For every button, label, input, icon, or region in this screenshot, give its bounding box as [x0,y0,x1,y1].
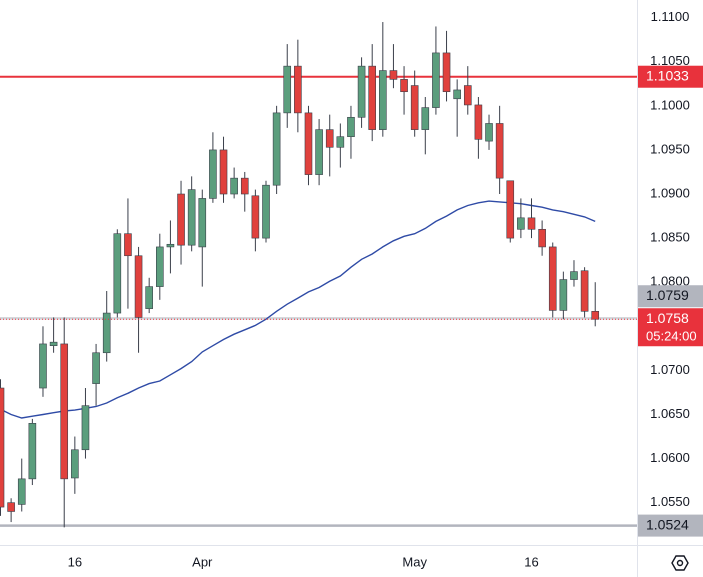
candle-body [548,246,557,311]
candle-body [294,65,302,114]
candle-body [432,52,440,108]
candle-body [124,233,132,257]
moving-average-line [0,200,596,419]
candle-body [495,123,504,179]
candle-body [102,312,111,354]
settings-hexagon[interactable] [671,555,689,571]
candle-body [262,184,270,239]
candle-body [28,423,37,480]
y-tick-label: 1.1100 [651,9,690,24]
candle-body [209,149,217,199]
y-tick-label: 1.0600 [650,450,690,465]
candle-body [463,85,472,106]
candle-body [421,107,430,130]
x-tick-label: 16 [524,554,538,569]
candle-body [156,246,164,287]
candle-body [591,311,600,320]
level-label-box [638,65,703,88]
y-tick-label: 1.0650 [650,406,690,421]
candle-body [134,255,143,318]
candle-body [187,189,196,246]
candle-body [400,79,408,93]
candle-body [442,52,451,93]
x-tick-label: 16 [68,554,82,569]
y-tick-label: 1.0900 [650,185,690,200]
candle-body [410,85,419,130]
candle-body [251,195,260,239]
y-tick-label: 1.0950 [650,141,690,156]
y-tick-label: 1.0550 [650,494,690,509]
level-label: 1.0524 [646,516,689,532]
candle-body [559,279,568,311]
candle-body [39,343,47,389]
candle-body [198,198,207,248]
candle-body [283,65,292,114]
candle-body [7,502,15,512]
candle-body [113,233,122,314]
candle-body [177,193,185,246]
candle-body [230,177,238,195]
candle-body [49,341,58,346]
candle-body [166,243,175,248]
candle-body [17,478,26,505]
candle-body [0,387,5,508]
level-label-box [638,285,703,308]
last-price-box [638,308,703,347]
y-tick-label: 1.0700 [650,362,690,377]
candle-body [304,112,313,175]
level-label-box [638,514,703,537]
settings-dot[interactable] [676,559,684,567]
y-tick-label: 1.1050 [650,53,690,68]
candle-body [145,286,153,309]
candle-body [81,405,90,451]
candle-body [474,104,483,140]
candle-body [570,271,578,280]
y-tick-label: 1.0850 [650,230,690,245]
y-tick-label: 1.0800 [650,274,690,289]
candle-body [485,123,493,142]
settings-icon[interactable] [671,555,689,571]
candle-body [92,352,100,384]
candle-body [315,129,323,175]
candle-body [240,177,249,195]
candle-body [527,217,536,230]
candle-body [347,116,355,137]
candle-body [336,136,345,148]
candle-body [219,149,228,195]
candle-body [368,65,377,130]
y-tick-label: 1.1000 [650,97,690,112]
candle-body [379,70,387,130]
level-label: 1.0759 [646,287,689,303]
candle-body [357,65,366,118]
x-tick-label: May [402,554,427,569]
candle-body [325,129,334,148]
candle-body [71,449,79,479]
candle-body [453,89,461,100]
x-tick-label: Apr [192,554,213,569]
last-price-label: 1.0758 [646,310,689,326]
candle-body [538,228,546,248]
candle-body [517,217,525,230]
level-label: 1.1033 [646,67,689,83]
candle-body [580,270,589,312]
candle-body [389,70,398,80]
candle-body [272,112,281,186]
plot-area [0,22,637,528]
candle-body [506,180,515,239]
countdown-label: 05:24:00 [646,329,697,344]
candle-body [60,343,69,480]
